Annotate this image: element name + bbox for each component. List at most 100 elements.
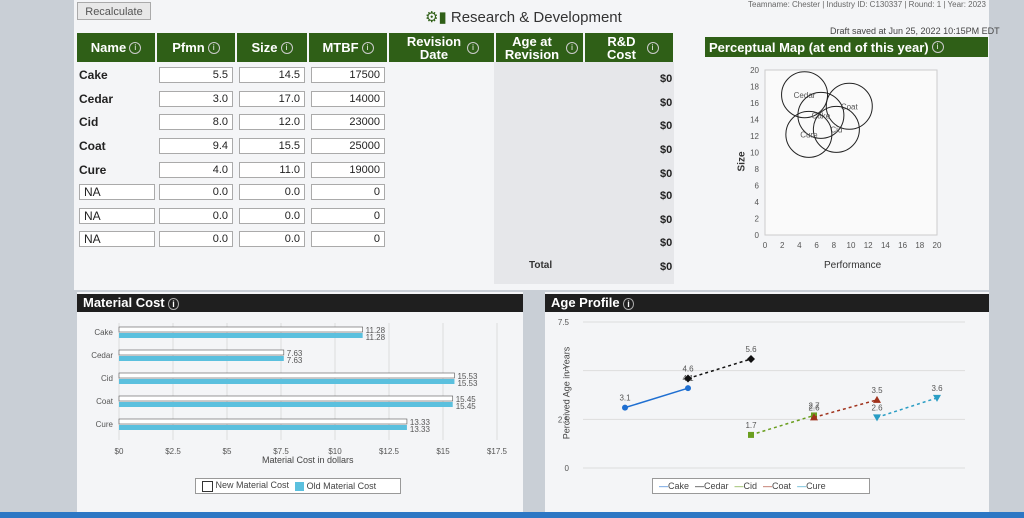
info-icon[interactable]: i: [207, 41, 220, 54]
pfmn-input[interactable]: 4.0: [159, 162, 233, 178]
pfmn-input[interactable]: 3.0: [159, 91, 233, 107]
category-label: Cake: [94, 328, 113, 337]
rd-cost-value: $0: [660, 73, 673, 85]
info-icon[interactable]: i: [467, 41, 479, 54]
perceptual-map-ylabel: Size: [736, 151, 748, 172]
data-point: [933, 394, 941, 402]
row-name: Cure: [79, 163, 107, 177]
y-tick-label: 4: [755, 198, 760, 207]
x-tick-label: 12: [864, 241, 873, 250]
size-input[interactable]: 14.5: [239, 67, 305, 83]
size-input[interactable]: 11.0: [239, 162, 305, 178]
data-label: 2.6: [871, 403, 883, 412]
info-icon[interactable]: i: [931, 41, 944, 53]
y-tick-label: 0: [565, 464, 570, 473]
category-label: Cedar: [91, 351, 113, 360]
product-circle: [812, 105, 860, 153]
material-cost-chart: $0 $2.5 $5 $7.5 $10 $12.5 $15 $17.5 Cake Cedar Cid…: [91, 323, 508, 455]
info-icon[interactable]: i: [361, 41, 374, 54]
pfmn-input[interactable]: 0.0: [159, 231, 233, 247]
size-input[interactable]: 0.0: [239, 231, 305, 247]
mtbf-input[interactable]: 25000: [311, 138, 385, 154]
data-point: [684, 374, 692, 383]
data-point: [622, 404, 628, 411]
bar-old: [119, 356, 284, 361]
perceptual-map-chart: 00 2 2 4 4 6 6 8 8 10 10 12 12 14 14 16 16 18 18 20 20 Cedar…: [750, 66, 942, 250]
info-icon[interactable]: i: [646, 41, 659, 54]
product-label: Cedar: [794, 91, 816, 100]
series-line: [750, 414, 815, 436]
pfmn-input[interactable]: 0.0: [159, 184, 233, 200]
product-name-input[interactable]: NA: [79, 184, 155, 200]
pfmn-input[interactable]: 9.4: [159, 138, 233, 154]
col-header-age-at-revision[interactable]: Age at Revision i: [496, 33, 583, 62]
legend-item: —Cake: [659, 481, 689, 491]
info-icon[interactable]: i: [129, 41, 142, 54]
product-label: Cake: [812, 111, 831, 120]
data-label: 3.6: [931, 384, 943, 393]
legend-item-old: Old Material Cost: [295, 481, 376, 492]
x-tick-label: 2: [780, 241, 785, 250]
product-name-input[interactable]: NA: [79, 231, 155, 247]
data-point: [810, 413, 818, 421]
legend-label: Cedar: [704, 481, 729, 491]
legend-item: —Cid: [735, 481, 758, 491]
mtbf-input[interactable]: 19000: [311, 162, 385, 178]
product-label: Cid: [830, 125, 842, 134]
size-input[interactable]: 17.0: [239, 91, 305, 107]
col-header-size[interactable]: Size i: [237, 33, 307, 62]
col-header-rd-cost[interactable]: R&D Cost i: [585, 33, 673, 62]
bar-new: [118, 372, 455, 379]
bar-old: [119, 402, 453, 407]
size-input[interactable]: 0.0: [239, 184, 305, 200]
y-tick-label: 2.5: [558, 415, 570, 424]
col-header-revision-date[interactable]: Revision Date i: [389, 33, 494, 62]
info-icon[interactable]: i: [623, 298, 634, 310]
product-circle: [825, 82, 873, 130]
x-tick-label: 20: [933, 241, 942, 250]
bar-new: [118, 326, 363, 333]
rd-cost-value: $0: [660, 168, 673, 180]
category-label: Cid: [101, 374, 113, 383]
legend-label: Cake: [668, 481, 690, 491]
mtbf-input[interactable]: 0: [311, 231, 385, 247]
category-label: Coat: [96, 397, 114, 406]
x-tick-label: 8: [832, 241, 837, 250]
age-profile-legend: —Cake —Cedar —Cid —Coat —Cure: [652, 478, 870, 494]
product-name-input[interactable]: NA: [79, 208, 155, 224]
series-line: [813, 399, 878, 419]
mtbf-input[interactable]: 0: [311, 208, 385, 224]
y-tick-label: 12: [750, 132, 759, 141]
size-input[interactable]: 0.0: [239, 208, 305, 224]
x-tick-label: 18: [915, 241, 924, 250]
legend-item: —Coat: [763, 481, 791, 491]
data-point: [748, 431, 754, 438]
mtbf-input[interactable]: 17500: [311, 67, 385, 83]
size-input[interactable]: 15.5: [239, 138, 305, 154]
info-icon[interactable]: i: [168, 298, 179, 310]
y-tick-label: 20: [750, 66, 759, 75]
data-label: 2.7: [808, 401, 820, 410]
mtbf-input[interactable]: 0: [311, 184, 385, 200]
pfmn-input[interactable]: 5.5: [159, 67, 233, 83]
x-tick-label: 6: [814, 241, 819, 250]
mtbf-input[interactable]: 14000: [311, 91, 385, 107]
info-icon[interactable]: i: [280, 41, 293, 54]
x-tick-label: $17.5: [487, 447, 508, 455]
info-icon[interactable]: i: [566, 41, 578, 54]
recalculate-button[interactable]: Recalculate: [77, 2, 151, 20]
pfmn-input[interactable]: 0.0: [159, 208, 233, 224]
x-tick-label: 10: [847, 241, 856, 250]
col-header-pfmn[interactable]: Pfmn i: [157, 33, 235, 62]
bar-label-old: 13.33: [410, 425, 431, 434]
size-input[interactable]: 12.0: [239, 114, 305, 130]
bar-label-new: 15.53: [457, 372, 478, 381]
col-header-mtbf[interactable]: MTBF i: [309, 33, 387, 62]
taskbar-strip: [0, 512, 1024, 518]
mtbf-input[interactable]: 23000: [311, 114, 385, 130]
y-tick-label: 5: [565, 367, 570, 376]
pfmn-input[interactable]: 8.0: [159, 114, 233, 130]
col-header-name[interactable]: Name i: [77, 33, 155, 62]
age-profile-ylabel: Perceived Age in Years: [561, 346, 572, 440]
data-point: [873, 395, 881, 403]
